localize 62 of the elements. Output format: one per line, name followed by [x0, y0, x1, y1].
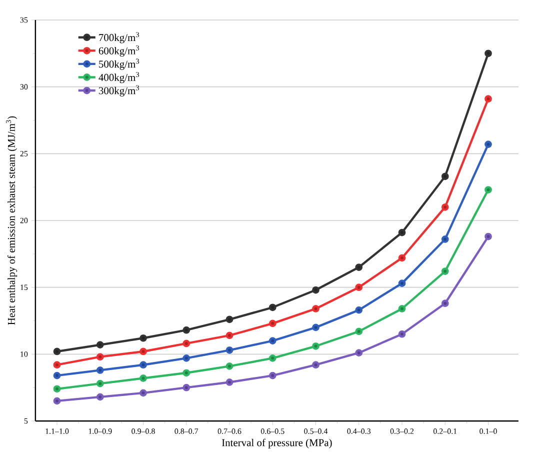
point — [140, 374, 147, 382]
point — [355, 328, 363, 336]
point — [96, 341, 104, 348]
point — [441, 236, 449, 243]
point — [441, 172, 449, 180]
point — [398, 280, 406, 288]
x-axis-title: Interval of pressure (MPa) — [222, 438, 332, 448]
point — [484, 95, 492, 103]
point — [182, 384, 190, 392]
point — [226, 316, 234, 324]
point — [53, 348, 61, 356]
point — [355, 306, 363, 314]
point — [312, 361, 320, 369]
point — [312, 286, 320, 294]
point — [268, 354, 276, 362]
point — [226, 378, 234, 386]
point — [441, 300, 449, 308]
point — [53, 397, 61, 405]
point — [312, 305, 320, 312]
point — [268, 372, 276, 380]
point — [312, 342, 320, 350]
legend-label: 600kg/m$^{3}$ — [98, 45, 140, 57]
point — [484, 186, 492, 194]
point — [140, 348, 147, 356]
point — [140, 389, 147, 397]
legend-label: 500kg/m$^{3}$ — [99, 58, 140, 70]
point — [53, 372, 61, 380]
point — [398, 228, 406, 236]
point — [441, 268, 449, 275]
point — [140, 334, 147, 342]
y-axis-title: Heat enthalpy of emission exhaust steam (MJ/m$^{3}$) — [6, 116, 18, 325]
point — [355, 349, 363, 357]
point — [226, 346, 234, 354]
point — [96, 380, 104, 388]
point — [140, 361, 147, 369]
point — [96, 393, 104, 401]
point — [355, 284, 363, 292]
point — [182, 369, 190, 377]
point — [312, 324, 320, 332]
point — [53, 385, 61, 393]
point — [398, 330, 406, 338]
point — [398, 254, 406, 262]
legend-label: 400kg/m$^{3}$ — [98, 72, 140, 84]
point — [96, 366, 104, 374]
point — [96, 353, 104, 361]
point — [226, 332, 234, 340]
point — [398, 305, 406, 312]
point — [268, 320, 276, 328]
point — [484, 50, 492, 58]
point — [53, 361, 61, 369]
point — [182, 354, 190, 362]
point — [484, 232, 492, 240]
point — [182, 340, 190, 348]
point — [268, 337, 276, 344]
point — [182, 326, 190, 334]
point — [226, 362, 234, 370]
point — [441, 203, 449, 211]
legend-label: 700kg/m$^{3}$ — [99, 32, 140, 44]
point — [484, 140, 492, 148]
point — [355, 264, 363, 271]
point — [268, 304, 276, 312]
legend-label: 300kg/m$^{3}$ — [98, 85, 140, 96]
